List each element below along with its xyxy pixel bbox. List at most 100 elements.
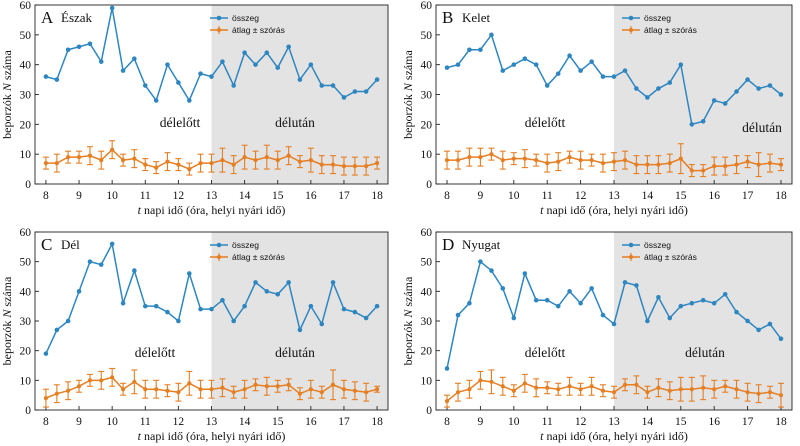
data-point-mean bbox=[143, 162, 148, 167]
y-tick-label: 20 bbox=[20, 346, 32, 358]
data-point-total bbox=[98, 59, 104, 64]
data-point-mean bbox=[745, 159, 750, 164]
data-point-mean bbox=[231, 162, 236, 167]
legend-label-total: összeg bbox=[232, 240, 259, 250]
y-tick-label: 60 bbox=[20, 227, 32, 239]
x-tick-label: 15 bbox=[675, 416, 687, 428]
data-point-total bbox=[734, 309, 739, 315]
data-point-total bbox=[567, 289, 572, 294]
data-point-total bbox=[778, 336, 784, 342]
morning-label: délelőtt bbox=[525, 115, 566, 130]
y-tick-label: 30 bbox=[20, 90, 32, 102]
data-point-mean bbox=[374, 387, 380, 392]
x-tick-label: 18 bbox=[371, 416, 383, 428]
data-point-mean bbox=[589, 158, 594, 163]
data-point-total bbox=[65, 47, 71, 53]
data-point-mean bbox=[54, 391, 59, 396]
legend-marker-mean bbox=[628, 27, 634, 33]
data-point-total bbox=[511, 62, 517, 67]
data-point-total bbox=[689, 300, 695, 306]
y-tick-label: 20 bbox=[20, 119, 32, 131]
data-point-total bbox=[611, 74, 617, 79]
data-point-mean bbox=[556, 387, 561, 392]
data-point-total bbox=[253, 280, 258, 285]
x-tick-label: 8 bbox=[43, 416, 49, 428]
data-point-mean bbox=[489, 379, 494, 384]
x-tick-label: 17 bbox=[742, 416, 754, 428]
data-point-total bbox=[165, 62, 170, 67]
panel-b: 0 10 20 30 40 50 60 8 9 10 11 12 13 14 15 16 17 18 t napi … bbox=[401, 0, 793, 217]
data-point-total bbox=[555, 71, 561, 76]
x-tick-label: 9 bbox=[76, 190, 82, 202]
x-tick-label: 8 bbox=[43, 190, 49, 202]
data-point-mean bbox=[198, 387, 203, 392]
data-point-total bbox=[253, 62, 258, 67]
legend-label-mean: átlag ± szórás bbox=[644, 25, 697, 35]
data-point-total bbox=[209, 74, 214, 79]
data-point-total bbox=[511, 315, 517, 321]
data-point-total bbox=[363, 315, 369, 321]
data-point-mean bbox=[634, 162, 639, 167]
data-point-mean bbox=[656, 385, 661, 390]
panel-d: 0 10 20 30 40 50 60 8 9 10 11 12 13 14 15 16 17 18 t napi … bbox=[401, 227, 793, 443]
data-point-mean bbox=[198, 161, 203, 166]
data-point-total bbox=[286, 280, 291, 285]
data-point-total bbox=[522, 271, 528, 276]
data-point-total bbox=[352, 309, 358, 315]
data-point-mean bbox=[132, 379, 137, 384]
data-point-total bbox=[297, 77, 303, 82]
data-point-total bbox=[600, 312, 606, 318]
data-point-total bbox=[734, 89, 739, 94]
panel-title: Dél bbox=[61, 237, 80, 252]
data-point-mean bbox=[467, 155, 472, 160]
y-tick-label: 20 bbox=[421, 119, 433, 131]
data-point-mean bbox=[645, 390, 650, 395]
x-tick-label: 15 bbox=[272, 190, 284, 202]
data-point-mean bbox=[455, 158, 461, 163]
panel-letter: B bbox=[442, 8, 453, 27]
data-point-mean bbox=[154, 387, 159, 392]
data-point-total bbox=[722, 101, 728, 106]
data-point-mean bbox=[242, 155, 247, 160]
data-point-total bbox=[622, 68, 628, 73]
data-point-mean bbox=[297, 391, 303, 396]
y-tick-label: 0 bbox=[25, 179, 31, 191]
data-point-total bbox=[645, 95, 650, 100]
data-point-total bbox=[722, 292, 728, 297]
data-point-total bbox=[689, 122, 695, 127]
data-point-mean bbox=[297, 159, 303, 164]
data-point-mean bbox=[622, 382, 628, 387]
data-point-total bbox=[578, 68, 583, 73]
data-point-total bbox=[330, 280, 336, 285]
data-point-mean bbox=[634, 382, 639, 387]
afternoon-label: délután bbox=[685, 345, 725, 360]
data-point-total bbox=[500, 286, 506, 291]
data-point-mean bbox=[478, 155, 483, 160]
x-tick-label: 12 bbox=[173, 190, 185, 202]
x-tick-label: 11 bbox=[542, 190, 553, 202]
data-point-mean bbox=[467, 387, 472, 392]
y-tick-label: 0 bbox=[426, 179, 432, 191]
data-point-mean bbox=[489, 152, 494, 157]
data-point-mean bbox=[286, 153, 291, 158]
x-tick-label: 16 bbox=[305, 416, 317, 428]
y-tick-label: 40 bbox=[20, 286, 32, 298]
data-point-mean bbox=[220, 385, 225, 390]
x-tick-label: 15 bbox=[675, 190, 687, 202]
legend: összeg átlag ± szórás bbox=[622, 13, 697, 35]
data-point-mean bbox=[622, 158, 628, 163]
data-point-total bbox=[467, 300, 472, 306]
data-point-total bbox=[711, 98, 717, 103]
data-point-total bbox=[656, 86, 661, 91]
data-point-mean bbox=[330, 162, 336, 167]
y-tick-label: 10 bbox=[20, 149, 32, 161]
data-point-mean bbox=[308, 158, 313, 163]
x-tick-label: 8 bbox=[444, 190, 450, 202]
data-point-mean bbox=[308, 387, 313, 392]
data-point-total bbox=[578, 300, 583, 306]
x-tick-label: 10 bbox=[106, 190, 118, 202]
data-point-mean bbox=[756, 162, 761, 167]
data-point-total bbox=[308, 62, 314, 67]
data-point-total bbox=[242, 303, 247, 309]
x-tick-label: 16 bbox=[708, 416, 720, 428]
